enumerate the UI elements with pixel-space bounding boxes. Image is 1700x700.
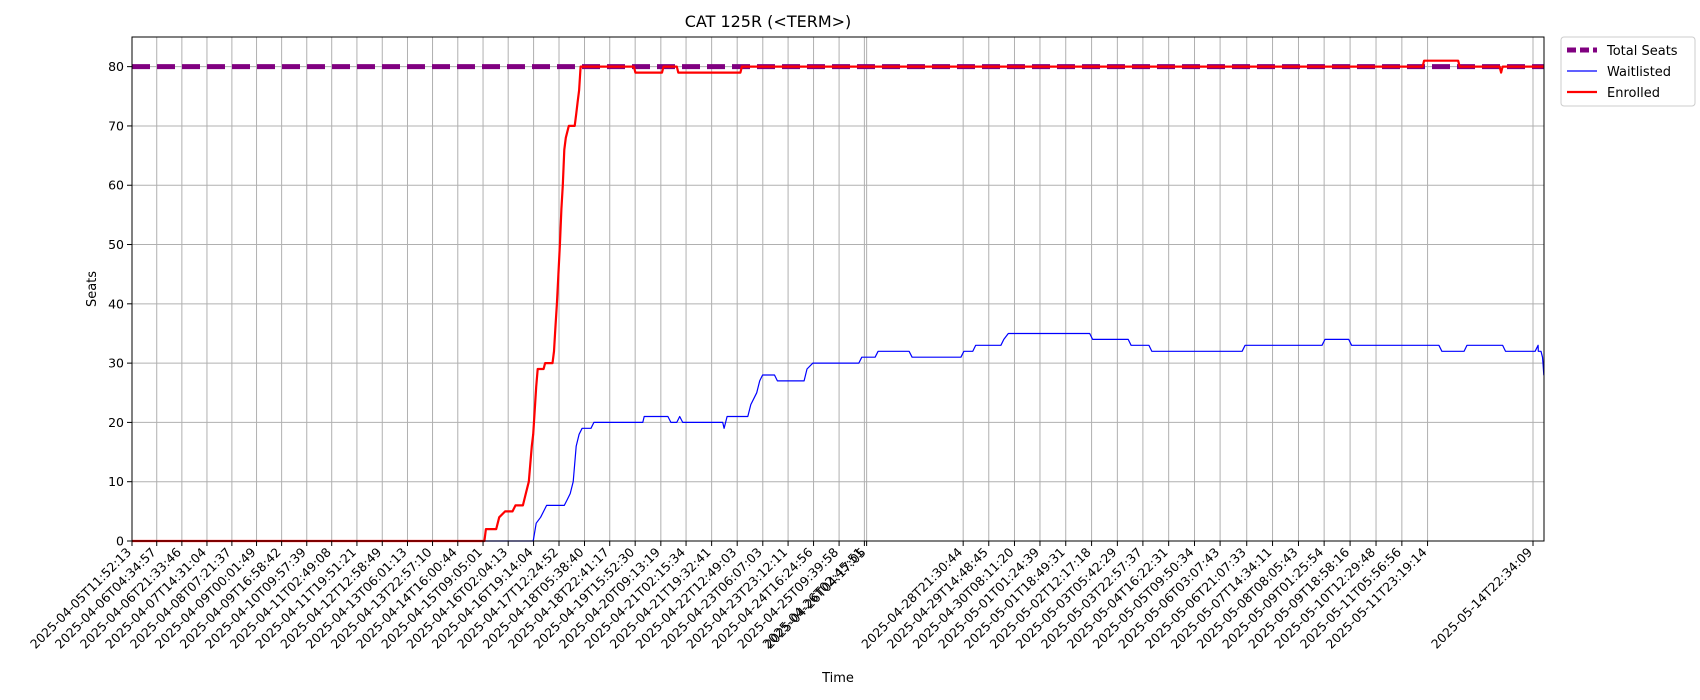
legend-label-waitlisted: Waitlisted xyxy=(1607,65,1671,80)
y-axis: 0 10 20 30 40 50 60 70 80 xyxy=(108,59,132,549)
x-tick-label-50: 2025-05-14T22:34:09 xyxy=(1428,544,1535,651)
y-tick-label-8: 80 xyxy=(108,59,124,74)
chart-title: CAT 125R (<TERM>) xyxy=(685,12,852,31)
enrolled-line xyxy=(132,59,1544,543)
y-tick-label-1: 10 xyxy=(108,474,124,489)
x-axis: 2025-04-05T11:52:132025-04-06T04:34:5720… xyxy=(27,541,1535,652)
series-layer xyxy=(132,59,1545,543)
grid-layer xyxy=(131,37,1544,542)
waitlisted-line xyxy=(132,332,1545,542)
plot-frame xyxy=(131,36,1545,542)
y-tick-label-3: 30 xyxy=(108,356,124,371)
legend-box xyxy=(1560,36,1696,107)
legend-label-total-seats: Total Seats xyxy=(1606,44,1678,59)
y-axis-label: Seats xyxy=(85,271,100,307)
x-axis-label: Time xyxy=(821,671,854,686)
legend: Total Seats Waitlisted Enrolled xyxy=(1560,36,1696,107)
y-tick-label-4: 40 xyxy=(108,296,124,311)
y-tick-label-6: 60 xyxy=(108,178,124,193)
y-tick-label-0: 0 xyxy=(116,534,124,549)
y-tick-label-2: 20 xyxy=(108,415,124,430)
y-tick-label-7: 70 xyxy=(108,118,124,133)
legend-label-enrolled: Enrolled xyxy=(1607,86,1660,101)
y-tick-label-5: 50 xyxy=(108,237,124,252)
